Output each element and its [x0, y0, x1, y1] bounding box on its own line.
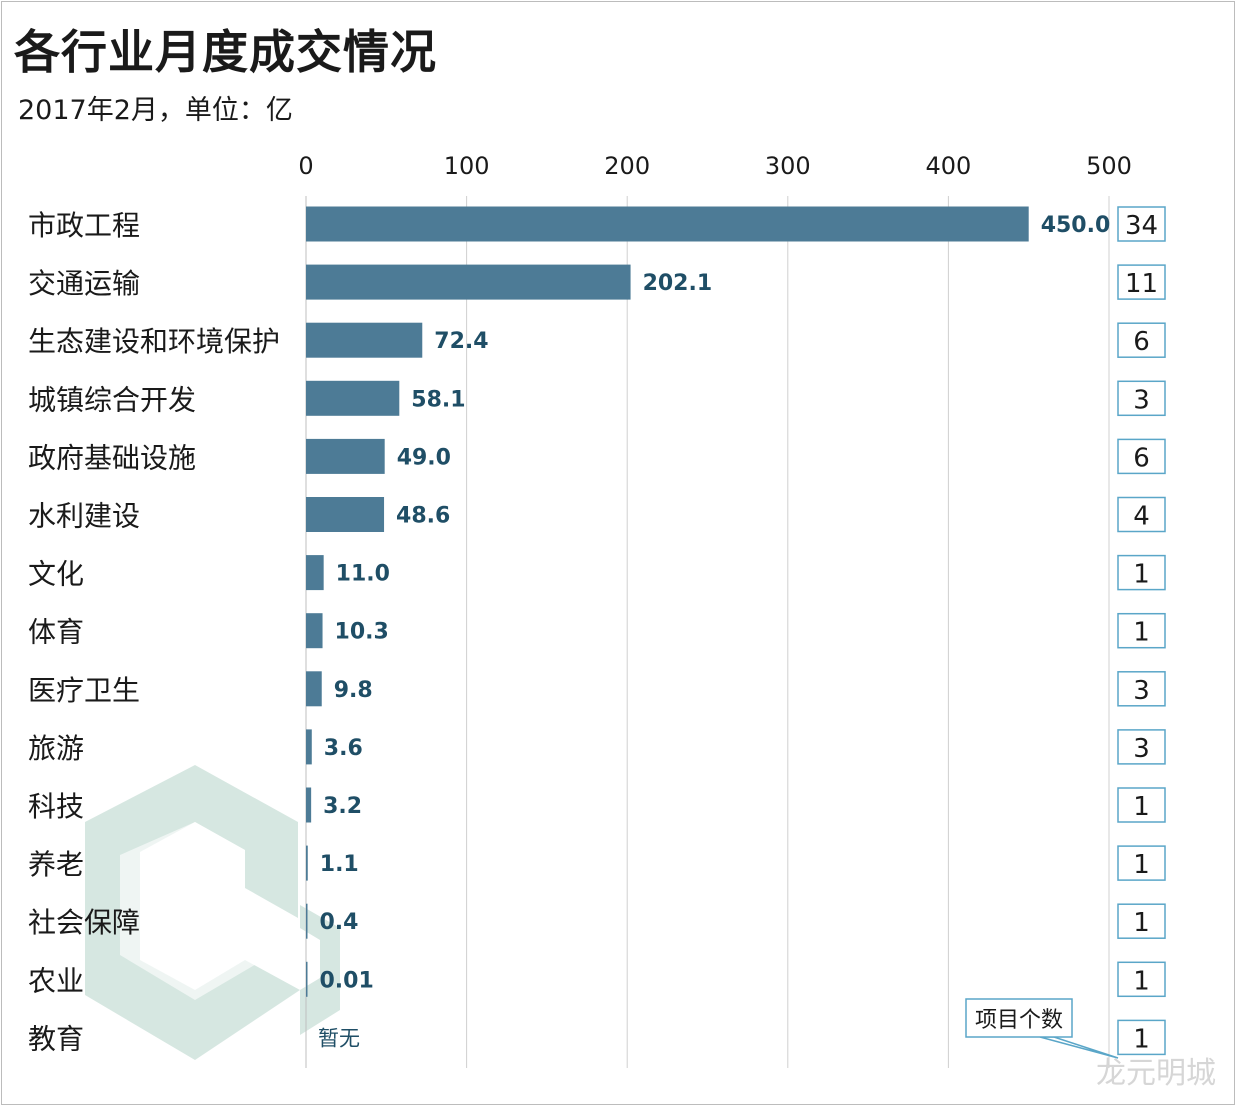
data-label: 202.1	[643, 271, 713, 296]
category-label: 教育	[28, 1022, 84, 1055]
bar	[306, 787, 312, 823]
x-tick-label: 0	[298, 152, 313, 180]
category-label: 社会保障	[28, 906, 140, 939]
category-label: 养老	[28, 848, 84, 881]
project-count-box	[1117, 322, 1166, 358]
project-count-box	[1117, 671, 1166, 707]
data-label: 11.0	[336, 562, 390, 587]
project-count-box	[1117, 612, 1166, 649]
data-label: 450.0	[1041, 213, 1111, 238]
project-count-label: 3	[1133, 734, 1150, 764]
x-tick-label: 100	[444, 152, 490, 180]
project-count-label: 1	[1133, 618, 1150, 648]
callout-box	[965, 998, 1073, 1038]
data-label: 暂无	[318, 1026, 360, 1050]
project-count-box	[1117, 554, 1166, 591]
data-label: 10.3	[335, 620, 389, 645]
project-count-box	[1117, 496, 1166, 533]
bar	[306, 380, 400, 416]
x-tick-label: 500	[1086, 152, 1132, 180]
project-count-label: 34	[1125, 211, 1158, 241]
project-count-label: 6	[1133, 327, 1150, 357]
project-count-label: 1	[1133, 560, 1150, 590]
bar	[306, 322, 423, 358]
project-count-box	[1117, 903, 1166, 939]
watermark-text: 龙元明城	[1096, 1056, 1216, 1091]
data-label: 1.1	[320, 852, 359, 877]
bar	[306, 729, 312, 765]
project-count-label: 3	[1133, 676, 1150, 706]
category-label: 科技	[28, 790, 84, 823]
data-label: 72.4	[434, 329, 488, 354]
bar	[306, 961, 308, 997]
project-count-box	[1117, 729, 1166, 765]
project-count-box	[1117, 961, 1166, 998]
chart-title: 各行业月度成交情况	[14, 25, 437, 79]
project-count-label: 6	[1133, 443, 1150, 473]
category-label: 城镇综合开发	[28, 383, 196, 416]
bar	[306, 264, 631, 300]
bar	[306, 555, 324, 591]
project-count-label: 1	[1133, 850, 1150, 880]
x-tick-label: 400	[925, 152, 971, 180]
data-label: 3.2	[323, 794, 362, 819]
bar	[306, 671, 322, 707]
data-label: 0.4	[320, 910, 359, 935]
project-count-box	[1117, 438, 1166, 475]
data-label: 0.01	[320, 968, 374, 993]
project-count-box	[1117, 206, 1166, 242]
data-label: 49.0	[397, 445, 451, 470]
project-count-label: 1	[1133, 966, 1150, 996]
bar	[306, 206, 1029, 242]
callout-label: 项目个数	[975, 1008, 1063, 1033]
chart-subtitle: 2017年2月，单位：亿	[18, 95, 293, 126]
project-count-label: 4	[1133, 502, 1150, 532]
category-label: 生态建设和环境保护	[28, 325, 280, 358]
data-label: 9.8	[334, 678, 373, 703]
category-label: 政府基础设施	[28, 441, 196, 474]
x-tick-label: 200	[604, 152, 650, 180]
bar	[306, 497, 385, 532]
data-label: 58.1	[411, 387, 465, 412]
bar	[306, 438, 385, 474]
data-label: 48.6	[396, 504, 450, 529]
category-label: 体育	[28, 616, 84, 649]
project-count-label: 1	[1133, 908, 1150, 938]
project-count-box	[1117, 264, 1166, 300]
project-count-label: 1	[1133, 1024, 1150, 1054]
project-count-label: 1	[1133, 792, 1150, 822]
project-count-box	[1117, 845, 1166, 881]
bar	[306, 845, 308, 881]
data-label: 3.6	[324, 736, 363, 761]
category-label: 交通运输	[28, 267, 140, 300]
bar	[306, 613, 323, 649]
project-count-label: 3	[1133, 385, 1150, 415]
project-count-box	[1117, 1019, 1166, 1056]
bar	[306, 903, 308, 939]
category-label: 农业	[28, 964, 84, 997]
project-count-label: 11	[1125, 269, 1158, 299]
category-label: 旅游	[28, 732, 84, 765]
category-label: 市政工程	[28, 209, 140, 242]
category-label: 文化	[28, 558, 84, 591]
project-count-box	[1117, 787, 1166, 823]
project-count-box	[1117, 380, 1166, 417]
category-label: 医疗卫生	[28, 674, 140, 707]
category-label: 水利建设	[28, 500, 140, 533]
x-tick-label: 300	[765, 152, 811, 180]
